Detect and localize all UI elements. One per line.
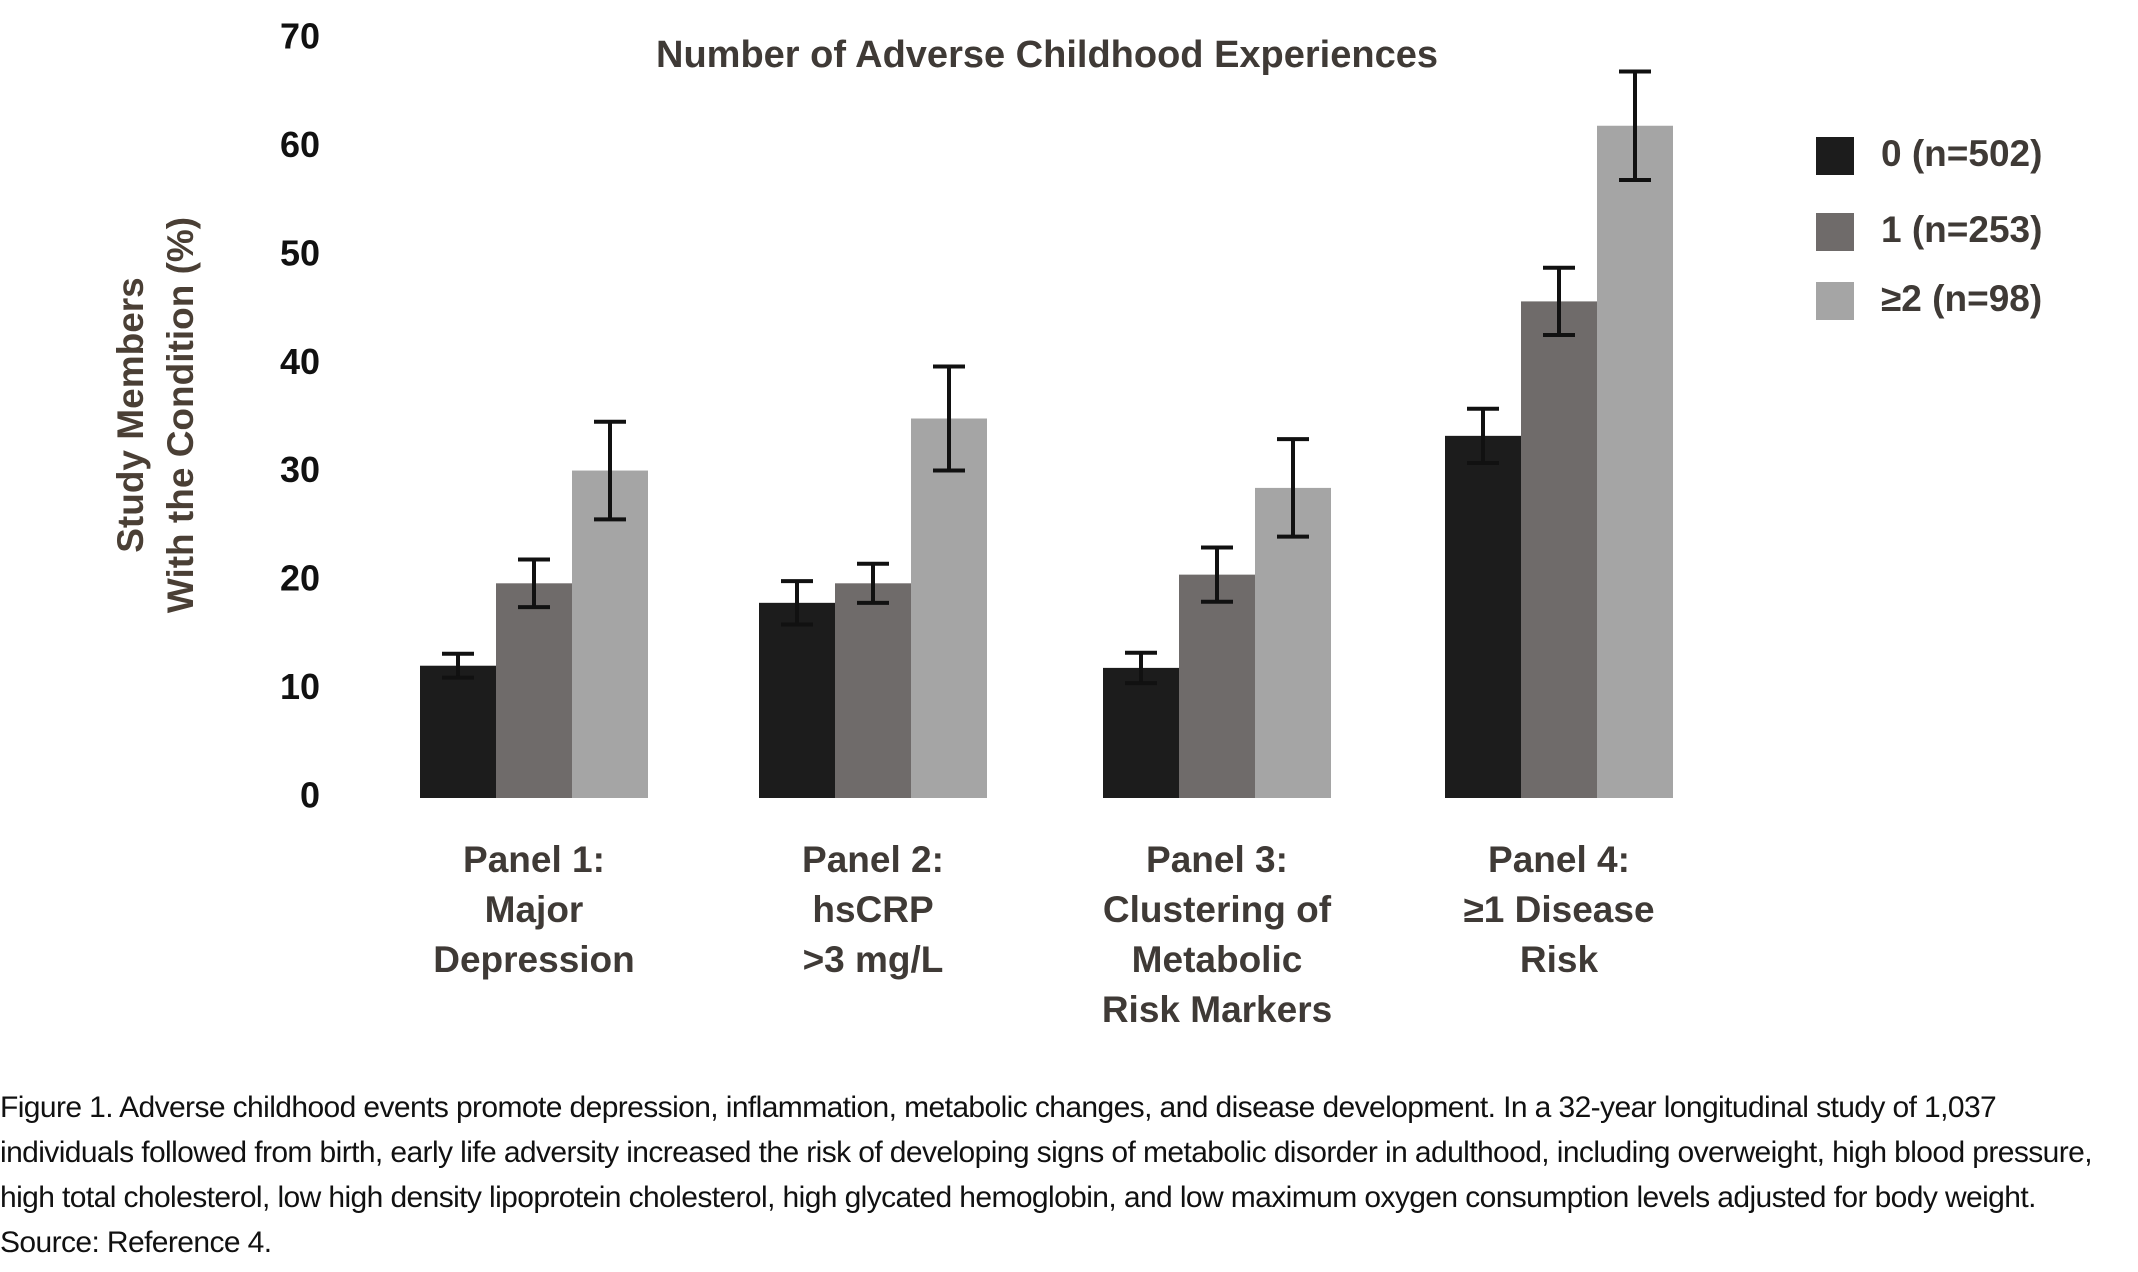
y-tick-label: 50 — [280, 232, 320, 273]
error-bar — [1543, 265, 1575, 338]
error-bar — [1277, 437, 1309, 539]
y-tick-label: 0 — [300, 775, 320, 816]
error-bar — [594, 419, 626, 522]
error-bar — [442, 651, 474, 680]
error-bar — [781, 579, 813, 627]
bar — [1597, 125, 1673, 798]
bar — [759, 602, 835, 798]
legend-label: 0 (n=502) — [1881, 133, 2042, 174]
y-tick-label: 20 — [280, 558, 320, 599]
legend-label: ≥2 (n=98) — [1881, 278, 2042, 319]
error-bar — [1467, 406, 1499, 465]
y-tick-label: 70 — [280, 16, 320, 57]
bar — [496, 583, 572, 798]
bar — [835, 583, 911, 798]
y-tick-label: 10 — [280, 666, 320, 707]
bar — [1103, 667, 1179, 798]
bar — [1445, 435, 1521, 798]
legend-swatch — [1816, 213, 1854, 251]
error-bar — [518, 557, 550, 610]
error-bar — [1619, 69, 1651, 182]
bar — [911, 418, 987, 798]
bar — [420, 665, 496, 798]
chart: Number of Adverse Childhood Experiences … — [280, 16, 2043, 816]
y-tick-label: 30 — [280, 449, 320, 490]
bar — [1179, 574, 1255, 798]
error-bar — [1125, 650, 1157, 686]
x-tick-label: Panel 4: ≥1 Disease Risk — [1463, 839, 1655, 980]
error-bar — [933, 364, 965, 473]
y-axis-label: Study Members With the Condition (%) — [110, 216, 201, 614]
bar — [1255, 487, 1331, 798]
y-tick-label: 40 — [280, 341, 320, 382]
legend-swatch — [1816, 282, 1854, 320]
caption: Figure 1. Adverse childhood events promo… — [0, 1091, 2093, 1259]
x-tick-label: Panel 3: Clustering of Metabolic Risk Ma… — [1101, 839, 1333, 1030]
y-tick-label: 60 — [280, 124, 320, 165]
bar — [572, 470, 648, 798]
legend-swatch — [1816, 137, 1854, 175]
error-bar — [1201, 545, 1233, 604]
x-tick-label: Panel 2: hsCRP >3 mg/L — [802, 839, 944, 980]
chart-title: Number of Adverse Childhood Experiences — [656, 34, 1438, 76]
bar — [1521, 301, 1597, 798]
x-tick-label: Panel 1: Major Depression — [433, 839, 635, 980]
legend-label: 1 (n=253) — [1881, 209, 2042, 250]
error-bar — [857, 561, 889, 605]
